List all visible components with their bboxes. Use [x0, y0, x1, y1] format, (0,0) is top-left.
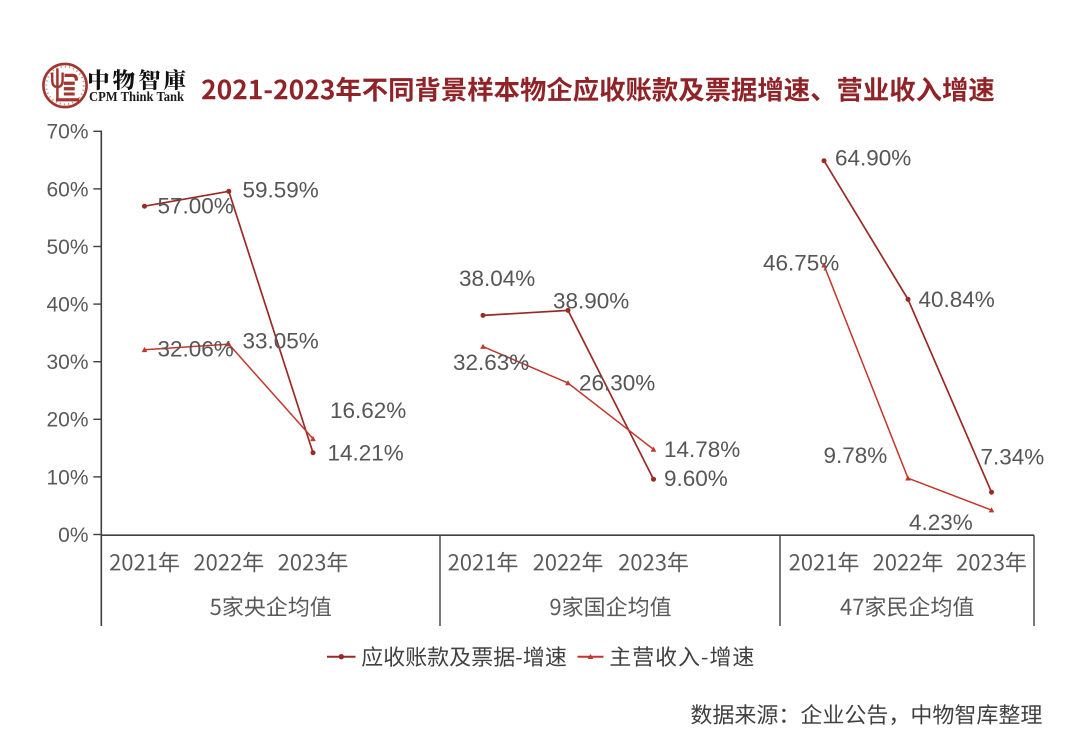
svg-text:26.30%: 26.30% — [579, 371, 655, 396]
svg-text:50%: 50% — [46, 236, 88, 259]
svg-text:14.21%: 14.21% — [328, 441, 404, 466]
svg-text:40.84%: 40.84% — [919, 287, 995, 312]
svg-text:4.23%: 4.23% — [909, 510, 973, 535]
svg-text:60%: 60% — [46, 178, 88, 201]
svg-text:46.75%: 46.75% — [763, 250, 839, 275]
svg-text:70%: 70% — [46, 121, 88, 144]
svg-text:33.05%: 33.05% — [243, 329, 319, 354]
svg-text:20%: 20% — [46, 409, 88, 432]
svg-text:14.78%: 14.78% — [664, 437, 740, 462]
svg-text:7.34%: 7.34% — [981, 445, 1045, 470]
svg-text:10%: 10% — [46, 466, 88, 489]
svg-text:0%: 0% — [58, 524, 88, 547]
svg-text:16.62%: 16.62% — [330, 398, 406, 423]
svg-text:57.00%: 57.00% — [158, 194, 234, 219]
svg-text:38.04%: 38.04% — [459, 266, 535, 291]
svg-text:32.06%: 32.06% — [158, 336, 234, 361]
svg-text:32.63%: 32.63% — [453, 350, 529, 375]
svg-text:38.90%: 38.90% — [553, 289, 629, 314]
svg-text:40%: 40% — [46, 294, 88, 317]
svg-text:30%: 30% — [46, 351, 88, 374]
svg-text:59.59%: 59.59% — [243, 177, 319, 202]
svg-text:CPM Think Tank: CPM Think Tank — [89, 89, 185, 104]
svg-text:9.78%: 9.78% — [824, 443, 888, 468]
svg-text:9.60%: 9.60% — [664, 466, 728, 491]
svg-text:64.90%: 64.90% — [835, 146, 911, 171]
